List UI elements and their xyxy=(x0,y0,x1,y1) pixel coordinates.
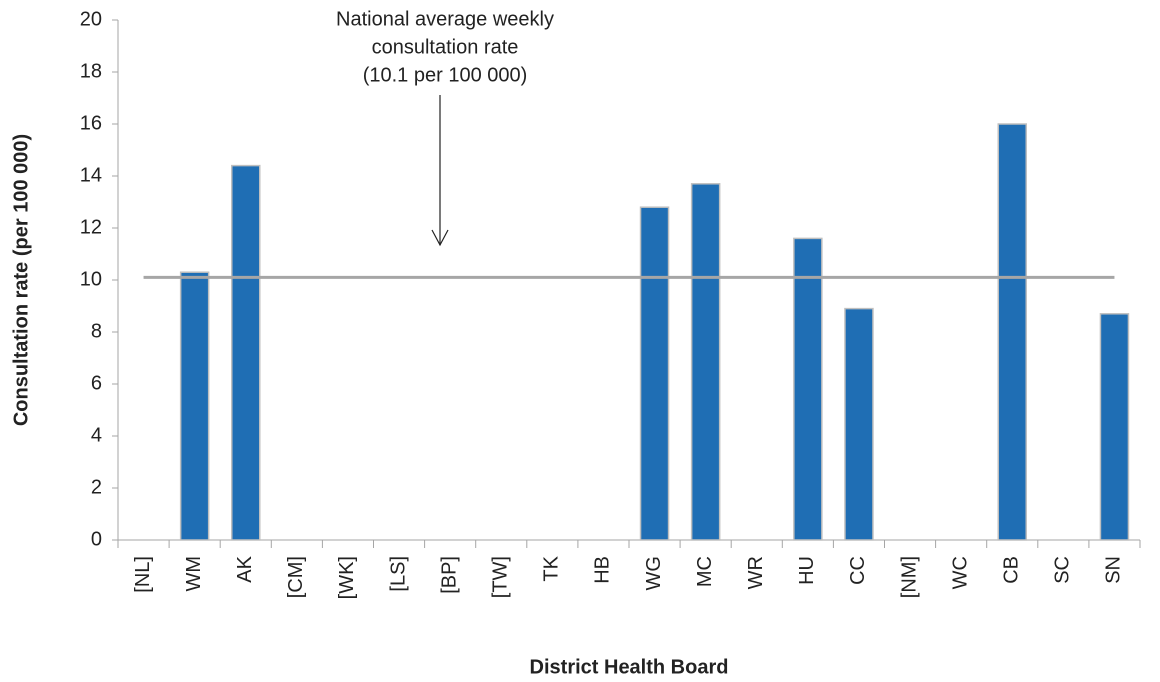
bar xyxy=(690,183,721,541)
y-tick-label: 10 xyxy=(80,268,102,290)
x-tick-label: [NL] xyxy=(132,556,154,593)
x-tick-label: [CM] xyxy=(285,556,307,598)
y-tick-label: 8 xyxy=(91,320,102,342)
x-tick-label: WG xyxy=(643,556,665,590)
x-tick-label: [NM] xyxy=(898,556,920,598)
y-tick-label: 20 xyxy=(80,8,102,30)
annotation-text: consultation rate xyxy=(372,36,519,58)
annotation-text: National average weekly xyxy=(336,8,554,30)
x-tick-label: CC xyxy=(847,556,869,585)
x-tick-label: HU xyxy=(796,556,818,585)
y-tick-label: 14 xyxy=(80,164,102,186)
y-tick-label: 12 xyxy=(80,216,102,238)
x-tick-label: HB xyxy=(592,556,614,584)
y-tick-label: 0 xyxy=(91,528,102,550)
x-tick-label: CB xyxy=(1001,556,1023,584)
x-tick-label: [WK] xyxy=(336,556,358,599)
y-tick-label: 18 xyxy=(80,60,102,82)
x-tick-label: [BP] xyxy=(438,556,460,594)
x-tick-label: WR xyxy=(745,556,767,589)
bar xyxy=(179,271,210,541)
y-tick-label: 6 xyxy=(91,372,102,394)
x-tick-label: SN xyxy=(1103,556,1125,584)
bar xyxy=(231,164,261,541)
x-tick-label: SC xyxy=(1052,556,1074,584)
y-tick-label: 2 xyxy=(91,476,102,498)
x-tick-label: WC xyxy=(949,556,971,589)
bar xyxy=(1099,313,1130,541)
annotation-arrowhead xyxy=(431,229,449,247)
x-axis-title: District Health Board xyxy=(530,656,729,678)
y-tick-label: 4 xyxy=(91,424,102,446)
x-tick-label: [TW] xyxy=(490,556,512,598)
x-tick-label: MC xyxy=(694,556,716,587)
x-tick-label: [LS] xyxy=(387,556,409,592)
x-tick-label: TK xyxy=(541,555,563,581)
bar xyxy=(639,206,670,541)
x-tick-label: AK xyxy=(234,555,256,582)
bar xyxy=(997,123,1027,541)
y-tick-label: 16 xyxy=(80,112,102,134)
x-tick-label: WM xyxy=(183,556,205,592)
y-axis-title: Consultation rate (per 100 000) xyxy=(10,134,32,426)
bar xyxy=(844,307,874,541)
annotation-text: (10.1 per 100 000) xyxy=(363,64,528,86)
bar xyxy=(793,237,823,541)
